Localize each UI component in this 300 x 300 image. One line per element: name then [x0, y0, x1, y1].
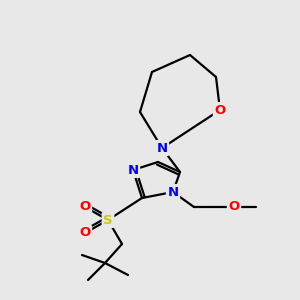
Text: O: O: [214, 103, 226, 116]
Text: O: O: [80, 200, 91, 214]
Text: S: S: [103, 214, 113, 226]
Text: O: O: [80, 226, 91, 239]
Text: N: N: [167, 185, 178, 199]
Text: N: N: [156, 142, 168, 154]
Text: O: O: [228, 200, 240, 214]
Text: N: N: [128, 164, 139, 176]
